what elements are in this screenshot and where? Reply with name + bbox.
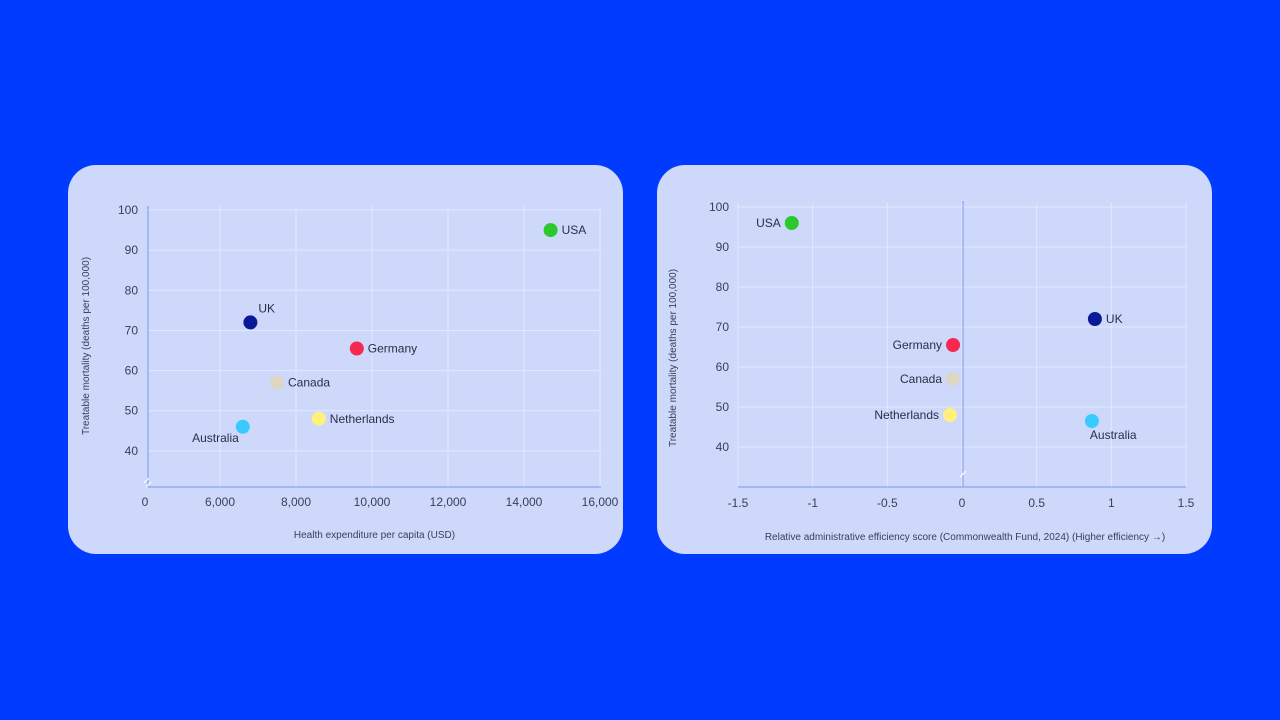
y-tick-label: 90 <box>716 240 730 254</box>
x-tick-label: -1.5 <box>728 496 749 510</box>
point-netherlands <box>943 408 958 422</box>
y-tick-label: 40 <box>125 444 139 458</box>
point-australia <box>1084 414 1099 428</box>
point-usa <box>784 216 799 230</box>
x-tick-label: 10,000 <box>354 495 391 509</box>
x-tick-label: 12,000 <box>430 495 467 509</box>
point-australia <box>235 419 250 434</box>
chart-panel-left: 40 50 60 70 80 90 100 0 6,000 8,000 10,000 12,000 14… <box>68 165 623 554</box>
x-tick-label: -0.5 <box>877 496 898 510</box>
point-label-uk: UK <box>1106 312 1123 326</box>
y-tick-label: 70 <box>125 323 139 337</box>
x-tick-label: 1.5 <box>1178 496 1195 510</box>
y-tick-label: 80 <box>716 280 730 294</box>
point-label-canada: Canada <box>288 376 330 390</box>
y-tick-label: 60 <box>125 364 139 378</box>
point-netherlands <box>311 411 326 426</box>
point-label-usa: USA <box>562 223 587 237</box>
point-canada <box>946 372 961 386</box>
x-tick-label: 14,000 <box>506 495 543 509</box>
point-uk <box>1087 312 1102 326</box>
y-tick-label: 70 <box>716 320 730 334</box>
y-tick-label: 50 <box>125 404 139 418</box>
point-usa <box>543 223 558 238</box>
point-label-netherlands: Netherlands <box>330 412 395 426</box>
x-axis-title: Health expenditure per capita (USD) <box>294 530 455 541</box>
point-label-usa: USA <box>756 216 781 230</box>
x-tick-label: 6,000 <box>205 495 235 509</box>
y-tick-label: 40 <box>716 440 730 454</box>
y-tick-label: 100 <box>709 200 729 214</box>
point-label-canada: Canada <box>900 372 942 386</box>
scatter-chart-efficiency: 40 50 60 70 80 90 100 -1.5 -1 -0.5 0 0.5 1 1.5 Relativ… <box>668 200 1195 543</box>
axis-break-mark <box>143 477 152 488</box>
point-label-germany: Germany <box>893 338 942 352</box>
point-canada <box>270 375 284 390</box>
y-tick-label: 90 <box>125 243 139 257</box>
x-tick-label: 0.5 <box>1028 496 1045 510</box>
point-label-germany: Germany <box>368 342 417 356</box>
y-axis-title: Treatable mortality (deaths per 100,000) <box>668 269 679 447</box>
point-germany <box>349 341 364 356</box>
scatter-chart-expenditure: 40 50 60 70 80 90 100 0 6,000 8,000 10,000 12,000 14… <box>81 203 619 541</box>
x-tick-label: 8,000 <box>281 495 311 509</box>
point-label-australia: Australia <box>192 431 239 445</box>
chart-panel-right: 40 50 60 70 80 90 100 -1.5 -1 -0.5 0 0.5 1 1.5 Relativ… <box>657 165 1212 554</box>
y-tick-label: 60 <box>716 360 730 374</box>
x-tick-label: 1 <box>1108 496 1115 510</box>
point-uk <box>243 315 258 330</box>
axis-break-mark <box>959 470 967 478</box>
y-tick-label: 50 <box>716 400 730 414</box>
x-tick-label: -1 <box>807 496 818 510</box>
x-tick-label: 0 <box>142 495 149 509</box>
x-tick-label: 0 <box>959 496 966 510</box>
point-label-netherlands: Netherlands <box>874 408 939 422</box>
point-label-australia: Australia <box>1090 428 1137 442</box>
y-tick-label: 100 <box>118 203 138 217</box>
point-germany <box>946 338 961 352</box>
x-axis-title: Relative administrative efficiency score… <box>765 532 1165 543</box>
y-axis-title: Treatable mortality (deaths per 100,000) <box>81 257 92 435</box>
point-label-uk: UK <box>258 301 275 315</box>
y-tick-label: 80 <box>125 283 139 297</box>
x-tick-label: 16,000 <box>582 495 619 509</box>
